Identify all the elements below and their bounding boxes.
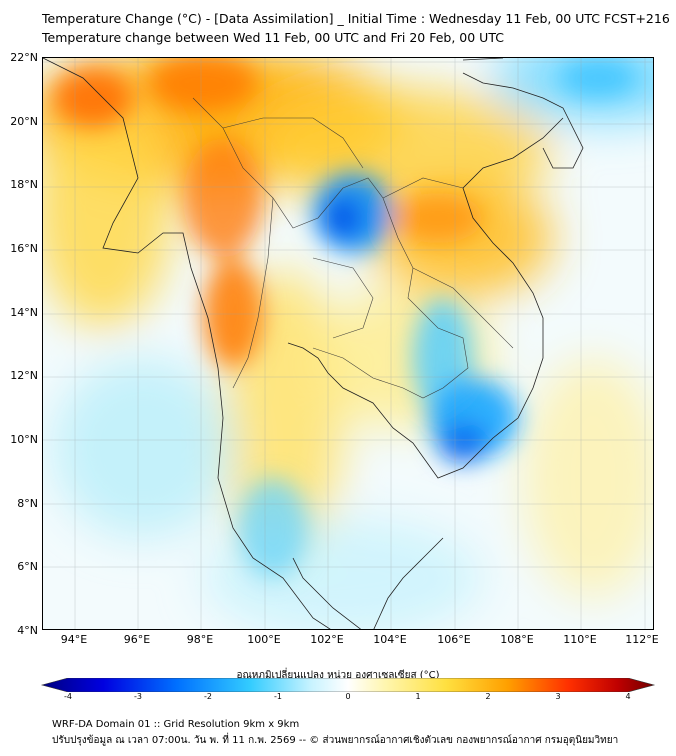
coastlines: [43, 58, 584, 629]
colorbar-tick: 1: [415, 692, 421, 701]
lat-label: 22°N: [10, 51, 38, 64]
lat-label: 14°N: [10, 306, 38, 319]
lon-label: 94°E: [60, 633, 88, 646]
colorbar-title: อุณหภูมิเปลี่ยนแปลง หน่วย องศาเซลเซียส (…: [236, 670, 440, 681]
lon-label: 110°E: [563, 633, 597, 646]
lon-label: 106°E: [437, 633, 471, 646]
colorbar-tick: 3: [555, 692, 561, 701]
borders: [192, 97, 514, 399]
lat-label: 6°N: [17, 560, 38, 573]
colorbar-tick: -4: [64, 692, 72, 701]
lon-label: 98°E: [186, 633, 214, 646]
lon-label: 108°E: [500, 633, 534, 646]
colorbar-tick: -1: [274, 692, 282, 701]
colorbar-tick: -2: [204, 692, 212, 701]
lat-label: 4°N: [17, 624, 38, 637]
lat-label: 12°N: [10, 369, 38, 382]
map-subtitle: Temperature change between Wed 11 Feb, 0…: [42, 30, 504, 45]
lon-label: 102°E: [310, 633, 344, 646]
lat-label: 16°N: [10, 242, 38, 255]
colorbar-tick: 0: [345, 692, 351, 701]
footer-domain-info: WRF-DA Domain 01 :: Grid Resolution 9km …: [52, 719, 300, 730]
colorbar-tick: -3: [134, 692, 142, 701]
grid-lines: [43, 58, 653, 629]
lon-label: 104°E: [373, 633, 407, 646]
lat-label: 20°N: [10, 115, 38, 128]
colorbar-tick: 4: [625, 692, 631, 701]
temperature-map: [42, 57, 654, 630]
map-title: Temperature Change (°C) - [Data Assimila…: [42, 11, 670, 26]
colorbar-tick: 2: [485, 692, 491, 701]
lon-label: 100°E: [247, 633, 281, 646]
footer-credit: ปรับปรุงข้อมูล ณ เวลา 07:00น. วัน พ. ที่…: [52, 735, 619, 746]
colorbar: [40, 678, 656, 692]
lon-label: 112°E: [625, 633, 659, 646]
lat-label: 10°N: [10, 433, 38, 446]
lat-label: 18°N: [10, 178, 38, 191]
temperature-field-strong: [53, 58, 638, 578]
lat-label: 8°N: [17, 497, 38, 510]
lon-label: 96°E: [123, 633, 151, 646]
